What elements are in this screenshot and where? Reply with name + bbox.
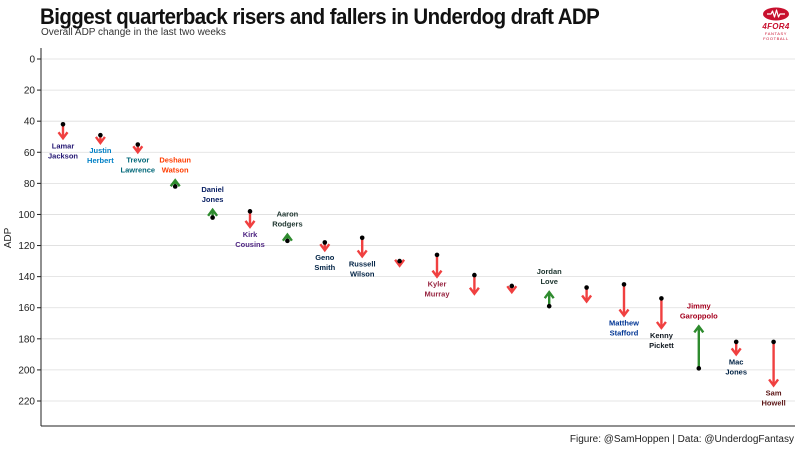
y-tick-label: 140: [18, 272, 35, 283]
player-label-last: Jones: [202, 195, 224, 204]
brand-logo: 4FOR4 FANTASY FOOTBALL: [754, 6, 798, 41]
player-label-last: Stafford: [610, 329, 639, 338]
y-tick-label: 100: [18, 210, 35, 221]
player-label-last: Jones: [725, 367, 747, 376]
player-label-first: Matthew: [609, 319, 639, 328]
player-label-first: Jimmy: [687, 301, 712, 310]
y-tick-label: 20: [24, 86, 36, 97]
start-adp-point: [172, 184, 178, 189]
y-tick-label: 220: [18, 397, 35, 408]
player-label-last: Wilson: [350, 269, 375, 278]
player-label-first: Trevor: [126, 155, 149, 164]
y-axis-ticks: 0 20 40 60 80 100 120 140 160 180 200 220: [18, 55, 41, 408]
arrow-head: [431, 269, 443, 279]
arrow-head: [94, 136, 106, 145]
y-tick-label: 160: [18, 303, 35, 314]
player-label-first: Kyler: [428, 280, 447, 289]
player-label-first: Justin: [89, 146, 112, 155]
start-adp-point: [359, 235, 365, 241]
y-tick-label: 180: [18, 334, 35, 345]
player-label-first: Russell: [349, 259, 376, 268]
start-adp-point: [659, 296, 664, 301]
arrow-head: [618, 308, 630, 318]
start-adp-point: [98, 132, 103, 138]
arrow-head: [207, 207, 219, 217]
start-adp-point: [135, 142, 141, 147]
player-label-last: Watson: [162, 165, 189, 174]
arrow-head: [581, 294, 593, 304]
y-tick-label: 0: [29, 55, 35, 66]
player-label-first: Geno: [315, 253, 335, 262]
player-label-last: Love: [540, 277, 558, 286]
player-label-last: Rodgers: [272, 220, 302, 229]
y-axis-title: ADP: [3, 227, 14, 248]
player-label-last: Jackson: [48, 151, 78, 160]
football-icon: [763, 7, 789, 21]
player-label-last: Pickett: [649, 341, 674, 350]
arrow-head: [132, 145, 144, 155]
start-adp-point: [546, 303, 552, 309]
gridlines: [41, 58, 795, 402]
start-adp-point: [322, 240, 328, 245]
player-label-first: Mac: [729, 357, 744, 366]
player-label-first: Kenny: [650, 331, 674, 340]
y-tick-label: 60: [24, 148, 36, 159]
start-adp-point: [247, 209, 253, 214]
arrow-head: [356, 249, 368, 259]
y-tick-label: 80: [24, 179, 36, 190]
arrow-head: [730, 347, 742, 357]
arrow-head: [281, 232, 293, 242]
player-label-first: Daniel: [201, 185, 224, 194]
logo-wordmark: 4FOR4: [762, 22, 790, 31]
player-label-first: Kirk: [243, 230, 258, 239]
arrow-head: [768, 378, 780, 388]
start-adp-point: [60, 121, 66, 127]
arrow-head: [655, 321, 667, 330]
start-adp-point: [210, 215, 215, 220]
arrow-head: [693, 324, 705, 334]
player-label-last: Murray: [424, 290, 450, 299]
player-label-last: Cousins: [235, 240, 265, 249]
start-adp-point: [621, 282, 627, 287]
arrow-head: [468, 287, 480, 296]
figure-caption: Figure: @SamHoppen | Data: @UnderdogFant…: [569, 434, 794, 445]
arrow-head: [319, 243, 331, 253]
player-label-first: Sam: [766, 388, 782, 397]
arrow-head: [394, 259, 406, 268]
player-label-last: Lawrence: [120, 165, 155, 174]
player-label-last: Garoppolo: [680, 311, 718, 320]
y-tick-label: 120: [18, 241, 35, 252]
arrow-head: [57, 131, 69, 141]
player-label-first: Jordan: [537, 267, 562, 276]
y-tick-label: 200: [18, 365, 35, 376]
start-adp-point: [771, 339, 776, 345]
player-label-last: Herbert: [87, 156, 114, 165]
arrow-head: [244, 220, 256, 229]
arrow-head: [169, 178, 181, 187]
start-adp-point: [285, 238, 290, 244]
player-label-first: Aaron: [277, 210, 299, 219]
player-label-last: Howell: [762, 398, 786, 407]
chart-subtitle: Overall ADP change in the last two weeks: [41, 27, 226, 38]
arrow-head: [506, 285, 518, 295]
y-tick-label: 40: [24, 117, 36, 128]
arrow-head: [543, 290, 555, 299]
player-label-last: Smith: [314, 263, 335, 272]
player-arrows: [57, 121, 780, 388]
start-adp-point: [397, 258, 402, 264]
start-adp-point: [696, 366, 702, 371]
start-adp-point: [584, 285, 589, 290]
logo-tagline: FANTASY FOOTBALL: [763, 31, 789, 41]
start-adp-point: [733, 339, 739, 345]
player-label-first: Deshaun: [159, 155, 191, 164]
start-adp-point: [509, 283, 515, 289]
start-adp-point: [434, 252, 440, 258]
player-label-first: Lamar: [52, 141, 75, 150]
start-adp-point: [472, 272, 477, 278]
chart-title: Biggest quarterback risers and fallers i…: [40, 4, 600, 29]
